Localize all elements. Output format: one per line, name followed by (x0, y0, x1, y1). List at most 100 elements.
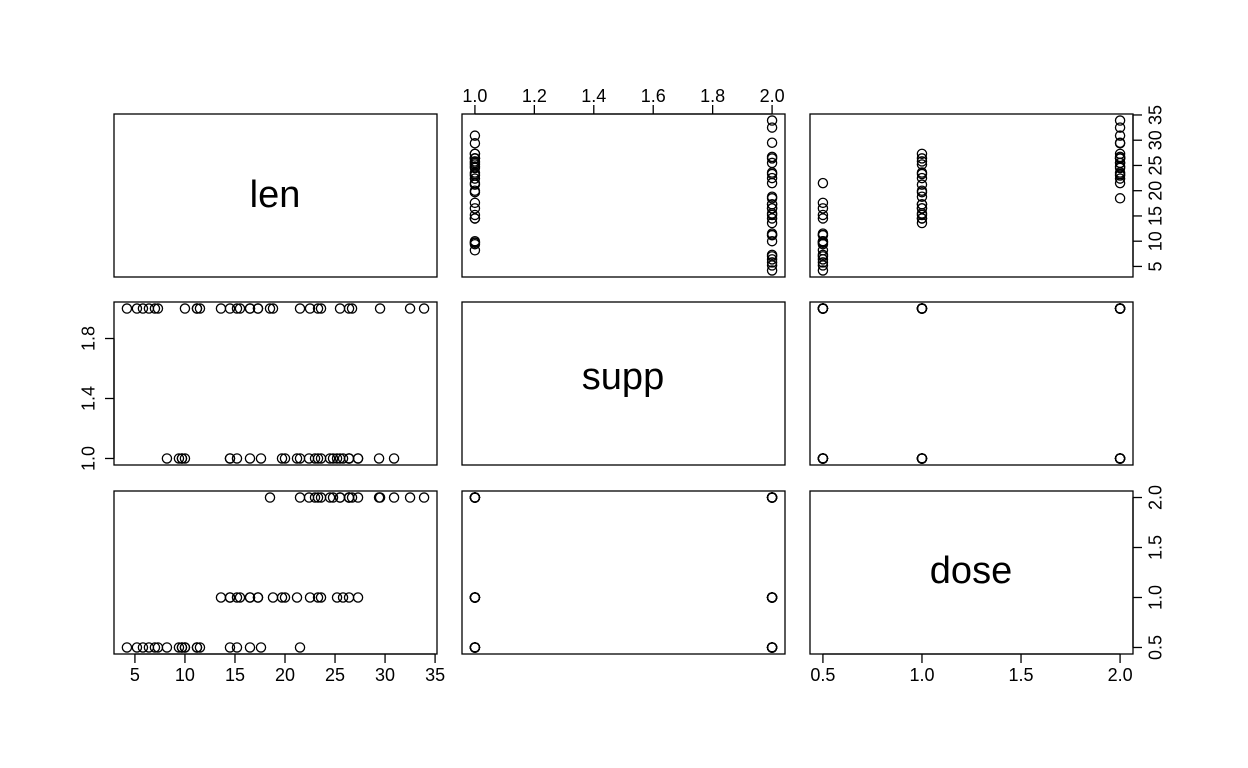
point-len-vs-supp (469, 197, 481, 209)
point-supp-vs-len (404, 303, 416, 314)
point-supp-vs-len (179, 453, 191, 464)
panel-supp-dose (809, 301, 1134, 466)
tick-label: 2.0 (1146, 485, 1166, 510)
point-supp-vs-len (374, 303, 386, 314)
point-dose-vs-len (173, 642, 185, 653)
point-supp-vs-len (252, 303, 264, 314)
point-len-vs-supp (766, 257, 778, 268)
point-dose-vs-len (324, 492, 336, 503)
point-len-vs-supp (766, 151, 778, 163)
point-supp-vs-len (131, 303, 143, 314)
point-supp-vs-len (224, 303, 236, 314)
point-supp-vs-len (303, 453, 315, 464)
point-len-vs-supp (766, 203, 778, 214)
point-supp-vs-len (176, 453, 188, 464)
tick-label: 15 (1146, 206, 1166, 226)
left-axis-supp: 1.0 1.4 1.8 (79, 326, 115, 471)
point-dose-vs-len (244, 592, 256, 603)
tick-label: 15 (225, 665, 245, 685)
point-supp-vs-len (337, 453, 349, 464)
point-supp-vs-len (244, 453, 256, 464)
point-len-vs-supp (469, 203, 481, 214)
point-len-vs-dose (916, 172, 928, 184)
point-dose-vs-supp (469, 592, 481, 603)
point-supp-vs-dose (916, 303, 928, 314)
point-len-vs-supp (469, 130, 481, 141)
tick-label: 5 (130, 665, 140, 685)
point-supp-vs-len (143, 303, 155, 314)
point-len-vs-supp (469, 170, 481, 181)
point-len-vs-supp (469, 148, 481, 160)
point-dose-vs-len (121, 642, 133, 653)
point-supp-vs-len (334, 303, 346, 314)
point-dose-vs-supp (766, 642, 778, 653)
point-dose-vs-len (255, 642, 267, 653)
point-dose-vs-len (352, 492, 364, 503)
point-len-vs-supp (766, 157, 778, 169)
point-supp-vs-len (264, 303, 276, 314)
point-supp-vs-len (137, 303, 149, 314)
point-dose-vs-len (194, 642, 206, 653)
point-dose-vs-len (279, 592, 291, 603)
point-len-vs-supp (469, 213, 481, 224)
point-len-vs-dose (916, 167, 928, 178)
point-supp-vs-len (121, 303, 133, 314)
tick-label: 2.0 (760, 86, 785, 106)
point-dose-vs-supp (469, 492, 481, 503)
point-dose-vs-len (137, 642, 149, 653)
point-dose-vs-len (149, 642, 161, 653)
tick-label: 1.4 (79, 386, 99, 411)
point-len-vs-supp (469, 137, 481, 149)
point-len-vs-dose (817, 203, 829, 214)
point-dose-vs-len (294, 492, 306, 503)
tick-label: 2.0 (1108, 665, 1133, 685)
point-dose-vs-len (224, 642, 236, 653)
point-supp-vs-len (343, 453, 355, 464)
tick-label: 10 (175, 665, 195, 685)
point-supp-vs-len (279, 453, 291, 464)
point-supp-vs-len (215, 303, 227, 314)
point-len-vs-dose (916, 185, 928, 196)
bottom-axis-dose: 0.5 1.0 1.5 2.0 (810, 653, 1133, 685)
tick-label: 35 (425, 665, 445, 685)
bottom-axis-len: 5 10 15 20 25 30 35 (130, 653, 445, 685)
point-len-vs-dose (1114, 170, 1126, 181)
point-len-vs-dose (916, 148, 928, 160)
point-len-vs-supp (766, 265, 778, 276)
point-dose-vs-len (404, 492, 416, 503)
tick-label: 1.0 (79, 446, 99, 471)
panel-len-len (113, 113, 438, 278)
point-supp-vs-dose (1114, 303, 1126, 314)
point-len-vs-dose (817, 257, 829, 268)
point-dose-vs-len (231, 642, 243, 653)
point-len-vs-supp (766, 208, 778, 219)
point-len-vs-dose (916, 153, 928, 164)
point-supp-vs-len (312, 303, 324, 314)
point-dose-vs-len (215, 592, 227, 603)
point-dose-vs-len (264, 492, 276, 503)
axes-layer: 1.0 1.2 1.4 1.6 1.8 2.0 5 10 15 20 25 30 35 0.5 1.0 1.5… (79, 86, 1166, 685)
tick-label: 1.0 (1146, 585, 1166, 610)
point-dose-vs-len (291, 592, 303, 603)
point-len-vs-dose (1114, 153, 1126, 164)
point-len-vs-supp (469, 209, 481, 221)
point-supp-vs-dose (817, 453, 829, 464)
variable-labels: len supp dose (250, 174, 1013, 592)
point-len-vs-dose (1114, 137, 1126, 149)
point-len-vs-dose (916, 191, 928, 203)
tick-label: 1.8 (79, 326, 99, 351)
point-len-vs-dose (817, 245, 829, 256)
variable-label-supp: supp (582, 356, 664, 398)
point-dose-vs-supp (766, 592, 778, 603)
point-supp-vs-len (224, 453, 236, 464)
point-supp-vs-len (149, 303, 161, 314)
point-dose-vs-len (312, 592, 324, 603)
point-supp-vs-len (291, 453, 303, 464)
points-layer (121, 115, 1126, 653)
point-dose-vs-len (337, 592, 349, 603)
point-dose-vs-len (294, 642, 306, 653)
point-dose-vs-len (191, 642, 203, 653)
point-supp-vs-len (304, 303, 316, 314)
point-supp-vs-len (346, 303, 358, 314)
point-supp-vs-len (309, 453, 321, 464)
